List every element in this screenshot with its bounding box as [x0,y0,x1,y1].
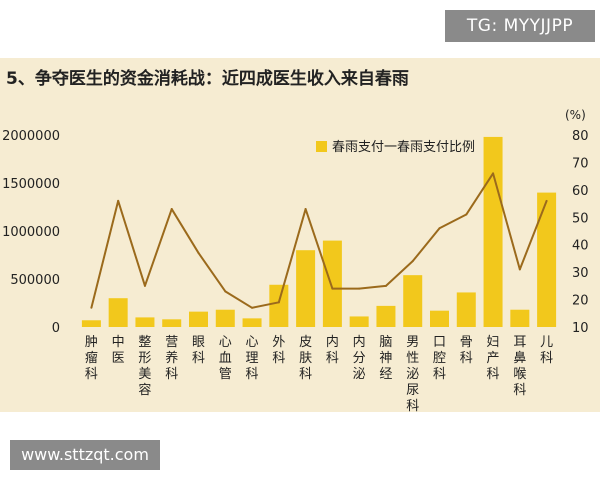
right-tick-label: 80 [572,129,589,144]
ratio-line [90,172,548,309]
left-tick-label: 1500000 [2,177,60,192]
line-point [143,284,146,287]
line-point [277,301,280,304]
bar [537,192,557,327]
category-label: 口腔科 [433,335,446,382]
bar [403,275,423,327]
bar [269,284,289,327]
right-tick-label: 70 [572,156,589,171]
bar [242,318,262,327]
category-label: 营养科 [165,335,178,382]
right-axis-unit: (%) [565,108,586,122]
bar [483,136,503,327]
bar [135,317,155,327]
bar [215,309,235,327]
category-label: 皮肤科 [299,335,312,382]
left-axis-ticks: 0 500000 1000000 1500000 2000000 [2,129,60,336]
line-point [358,287,361,290]
category-label: 肿瘤科 [85,335,98,382]
bar [81,320,101,327]
line-point [304,208,307,211]
right-axis-ticks: 10 20 30 40 50 60 70 80 [572,129,589,336]
line-point [170,208,173,211]
line-point [197,251,200,254]
right-tick-label: 10 [572,321,589,336]
bar [296,250,316,327]
right-tick-label: 60 [572,184,589,199]
category-label: 耳鼻喉科 [513,335,526,398]
bar [322,240,342,327]
right-tick-label: 20 [572,294,589,309]
chart-title: 5、争夺医生的资金消耗战：近四成医生收入来自春雨 [6,69,409,89]
category-label: 心血管 [219,335,232,382]
category-label: 外科 [272,335,285,366]
legend-text: 春雨支付一春雨支付比例 [332,140,475,155]
category-label: 内科 [326,334,339,366]
category-label: 男性泌尿科 [406,335,419,414]
category-label: 骨科 [460,335,473,366]
category-label: 心理科 [246,335,259,382]
left-tick-label: 2000000 [2,129,60,144]
category-label: 脑神经 [379,335,392,382]
line-point [492,172,495,175]
bar [108,298,128,327]
category-label: 中医 [112,335,125,366]
line-point [465,213,468,216]
category-label: 眼科 [192,335,205,366]
right-tick-label: 30 [572,266,589,281]
bar [189,311,208,327]
left-tick-label: 0 [52,321,60,336]
left-tick-label: 1000000 [2,225,60,240]
bar [162,319,182,327]
watermark-top: TG: MYYJJPP [445,10,595,42]
legend-swatch [316,141,327,152]
line-point [331,287,334,290]
line-point [545,199,548,202]
bar [349,316,369,327]
line-point [117,199,120,202]
right-tick-label: 40 [572,239,589,254]
bar [510,309,530,327]
line-point [224,290,227,293]
line-point [251,306,254,309]
category-label: 妇产科 [487,334,500,382]
bars-layer [81,136,557,327]
bar [430,310,449,327]
line-point [411,260,414,263]
line-layer [90,172,548,309]
category-label: 儿科 [540,335,553,366]
line-point [438,227,441,230]
bar [456,292,476,327]
line-point [384,284,387,287]
line-point [90,306,93,309]
right-tick-label: 50 [572,211,589,226]
left-tick-label: 500000 [10,273,60,288]
category-label: 整形美容 [138,335,151,398]
line-point [518,268,521,271]
watermark-bottom: www.sttzqt.com [10,440,160,470]
category-label: 内分泌 [353,334,366,382]
bar [376,305,396,327]
